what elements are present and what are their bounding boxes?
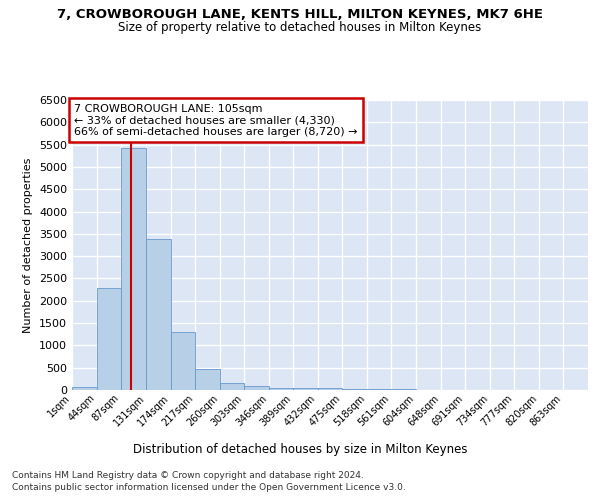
Bar <box>195 368 220 390</box>
Y-axis label: Number of detached properties: Number of detached properties <box>23 158 34 332</box>
Text: 7 CROWBOROUGH LANE: 105sqm
← 33% of detached houses are smaller (4,330)
66% of s: 7 CROWBOROUGH LANE: 105sqm ← 33% of deta… <box>74 104 358 137</box>
Text: Contains public sector information licensed under the Open Government Licence v3: Contains public sector information licen… <box>12 484 406 492</box>
Bar <box>72 387 97 390</box>
Bar <box>367 389 391 390</box>
Bar <box>220 382 244 390</box>
Bar <box>293 388 318 390</box>
Bar <box>342 389 367 390</box>
Bar <box>97 288 121 390</box>
Text: Size of property relative to detached houses in Milton Keynes: Size of property relative to detached ho… <box>118 21 482 34</box>
Text: Contains HM Land Registry data © Crown copyright and database right 2024.: Contains HM Land Registry data © Crown c… <box>12 472 364 480</box>
Bar <box>121 148 146 390</box>
Text: 7, CROWBOROUGH LANE, KENTS HILL, MILTON KEYNES, MK7 6HE: 7, CROWBOROUGH LANE, KENTS HILL, MILTON … <box>57 8 543 20</box>
Bar <box>269 388 293 390</box>
Bar <box>146 239 170 390</box>
Bar <box>170 332 195 390</box>
Bar <box>318 388 342 390</box>
Bar <box>244 386 269 390</box>
Text: Distribution of detached houses by size in Milton Keynes: Distribution of detached houses by size … <box>133 442 467 456</box>
